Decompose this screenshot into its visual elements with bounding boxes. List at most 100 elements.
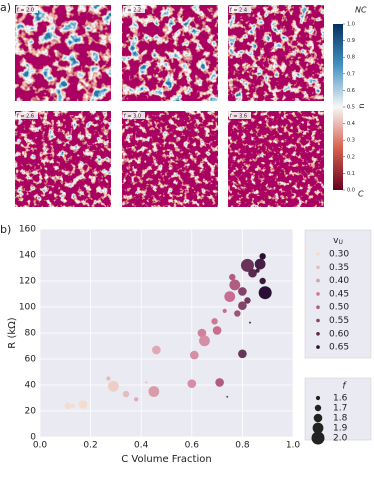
data-point (244, 297, 251, 304)
data-point (145, 381, 148, 384)
microstructure-image (122, 111, 218, 207)
data-point (190, 350, 199, 360)
panel-title: f = 3.6 (230, 114, 247, 120)
y-tick-label: 140 (19, 251, 36, 261)
data-point (212, 326, 222, 335)
data-point (248, 268, 257, 278)
legend-label: 1.6 (333, 394, 348, 404)
panel-title: f = 2.0 (17, 8, 34, 14)
panel-title: f = 2.6 (17, 114, 34, 120)
legend-marker (314, 404, 322, 412)
panel-title: f = 2.2 (124, 8, 141, 14)
y-tick-label: 80 (25, 329, 37, 339)
legend-label: 0.35 (329, 263, 349, 273)
data-point (215, 378, 224, 387)
data-point (107, 380, 119, 392)
legend-marker (316, 318, 320, 323)
data-point (70, 403, 75, 408)
legend-label: 0.55 (329, 316, 349, 326)
y-tick-label: 100 (19, 303, 36, 313)
legend-label: 1.9 (333, 424, 348, 434)
colorbar-tick-label: 0.1 (347, 171, 355, 177)
data-point (229, 273, 236, 281)
y-tick-label: 60 (25, 355, 37, 365)
data-point (152, 345, 161, 355)
data-point (248, 321, 251, 324)
x-tick-label: 0.2 (83, 441, 97, 451)
legend-label: 1.8 (333, 414, 348, 424)
data-point (229, 279, 241, 291)
data-point (64, 402, 72, 409)
colorbar (333, 24, 343, 190)
data-point (238, 287, 247, 296)
legend-marker (316, 345, 320, 349)
colorbar-tick-label: 0.8 (347, 55, 355, 61)
panel-label-bg (16, 6, 38, 13)
x-axis-label: C Volume Fraction (121, 454, 211, 465)
y-tick-label: 0 (30, 433, 36, 443)
data-point (238, 349, 247, 359)
legend-marker (316, 332, 320, 336)
data-point (122, 390, 130, 398)
colorbar-tick-label: 0.6 (347, 88, 355, 94)
y-tick-label: 120 (19, 277, 36, 287)
panel-label-bg (123, 6, 145, 13)
legend-marker (316, 305, 320, 310)
colorbar-tick-label: 0.2 (347, 154, 355, 160)
panel-title: f = 3.0 (124, 114, 141, 120)
legend-title: f (342, 382, 347, 392)
legend-title: vU (333, 236, 343, 246)
colorbar-tick-label: 0.5 (347, 105, 355, 111)
data-point (258, 286, 272, 300)
colorbar-bottom: C (358, 190, 364, 199)
microstructure-image (228, 111, 324, 207)
y-axis-label: R (kΩ) (7, 317, 18, 348)
legend-label: 0.40 (329, 276, 349, 286)
colorbar-tick-label: 1.0 (347, 22, 355, 28)
panel-label: b) (0, 223, 11, 236)
data-point (259, 277, 266, 285)
legend-marker (316, 278, 320, 283)
data-point (224, 291, 236, 302)
microstructure-image (228, 5, 324, 101)
data-point (211, 318, 218, 325)
data-point (254, 258, 266, 270)
legend-box (304, 229, 372, 359)
y-tick-label: 40 (25, 381, 37, 391)
data-point (199, 335, 210, 347)
data-point (197, 328, 207, 338)
microstructure-image (122, 5, 218, 101)
panel-title: f = 2.4 (230, 8, 247, 14)
data-point (222, 308, 227, 313)
data-point (106, 376, 111, 381)
legend-marker (315, 395, 321, 401)
colorbar-tick-label: 0.7 (347, 71, 355, 77)
colorbar-top: NC (355, 6, 367, 15)
colorbar-tick-label: 0.9 (347, 38, 355, 44)
data-point (259, 253, 266, 260)
legend-label: 0.60 (329, 329, 349, 339)
colorbar-tick-label: 0.0 (347, 188, 355, 194)
microstructure-image (15, 5, 111, 101)
data-point (234, 310, 241, 317)
panel-label-bg (123, 112, 145, 119)
legend-marker (311, 431, 325, 445)
panel-label-bg (229, 6, 251, 13)
data-point (238, 301, 247, 311)
legend-label: 0.30 (329, 250, 349, 260)
legend-marker (316, 265, 320, 270)
data-point (226, 395, 229, 398)
x-tick-label: 0.8 (235, 441, 250, 451)
legend-label: 0.65 (329, 343, 349, 353)
data-point (240, 258, 254, 272)
data-point (134, 397, 139, 402)
panel-label-bg (229, 112, 251, 119)
legend-label: 0.45 (329, 289, 349, 299)
legend-marker (313, 413, 323, 423)
microstructure-image (15, 111, 111, 207)
legend-marker (316, 292, 320, 296)
legend-label: 0.50 (329, 303, 349, 313)
legend-marker (312, 422, 324, 434)
x-tick-label: 0.0 (33, 441, 48, 451)
